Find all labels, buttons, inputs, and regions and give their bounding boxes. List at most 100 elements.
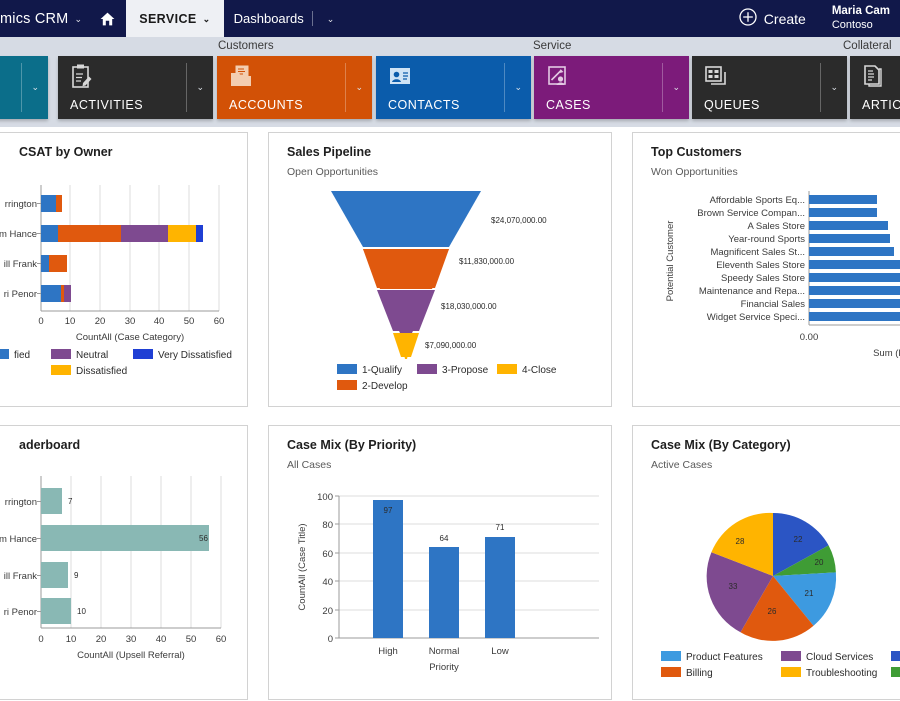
legend-pipeline-2: 4-Close xyxy=(522,365,557,376)
card-top-customers[interactable]: Top Customers Won Opportunities Affordab… xyxy=(632,132,900,407)
card-subtitle-priority: All Cases xyxy=(287,459,332,471)
axis-tick-priority-y-3: 60 xyxy=(322,549,333,560)
user-account[interactable]: Maria Cam Contoso xyxy=(820,0,900,37)
funnel-stage-0[interactable] xyxy=(331,191,481,247)
chevron-down-icon[interactable]: ⌄ xyxy=(830,82,838,92)
tile-divider xyxy=(345,63,346,112)
bar-priority-low[interactable] xyxy=(485,537,515,638)
bar-topcust-7[interactable] xyxy=(809,286,900,295)
tile-activities[interactable]: ⌄ ACTIVITIES xyxy=(58,56,213,119)
axis-tick-csat-x-1: 10 xyxy=(65,316,76,327)
datalabel-category-3: 26 xyxy=(768,607,777,616)
funnel-value-0: $24,070,000.00 xyxy=(491,216,547,225)
pie-slice-hardware[interactable] xyxy=(773,545,836,576)
bar-topcust-2[interactable] xyxy=(809,221,888,230)
breadcrumb-label: Dashboards xyxy=(233,11,304,26)
pie-slice-billing[interactable] xyxy=(740,576,814,641)
brand-dynamics-crm[interactable]: mics CRM ⌄ xyxy=(0,0,88,37)
legend-csat-3: Dissatisfied xyxy=(76,366,127,377)
axis-tick-leader-x-1: 10 xyxy=(66,634,77,645)
module-selector-service[interactable]: SERVICE ⌄ xyxy=(126,0,224,37)
document-pages-icon xyxy=(862,64,886,95)
axis-label-leader-0: rrington xyxy=(5,497,37,508)
contact-card-icon xyxy=(388,64,412,95)
tile-divider xyxy=(662,63,663,112)
axis-label-csat-cat-1: m Hance xyxy=(0,229,37,240)
bar-topcust-3[interactable] xyxy=(809,234,890,243)
datalabel-category-2: 21 xyxy=(805,589,814,598)
bar-leader-1[interactable] xyxy=(41,525,209,551)
chevron-down-icon[interactable]: ⌄ xyxy=(672,82,680,92)
axis-tick-csat-x-5: 50 xyxy=(184,316,195,327)
chevron-down-icon[interactable]: ⌄ xyxy=(196,82,204,92)
bar-leader-3[interactable] xyxy=(41,598,71,624)
card-case-mix-category[interactable]: Case Mix (By Category) Active Cases 22 2… xyxy=(632,425,900,700)
pie-slice-troubleshooting[interactable] xyxy=(711,512,773,576)
axis-title-csat-x: CountAll (Case Category) xyxy=(76,332,184,343)
home-icon xyxy=(100,12,115,26)
axis-label-topcust-7: Maintenance and Repa... xyxy=(699,286,805,297)
home-button[interactable] xyxy=(88,0,126,37)
bar-priority-high[interactable] xyxy=(373,500,403,638)
chevron-down-icon[interactable]: ⌄ xyxy=(514,82,522,92)
legend-pipeline-0: 1-Qualify xyxy=(362,365,402,376)
chevron-down-icon[interactable]: ⌄ xyxy=(355,82,363,92)
tile-contacts[interactable]: ⌄ CONTACTS xyxy=(376,56,531,119)
pie-slice-cloud-services[interactable] xyxy=(706,552,773,633)
axis-label-topcust-0: Affordable Sports Eq... xyxy=(710,195,805,206)
card-subtitle-topcust: Won Opportunities xyxy=(651,166,738,178)
bar-topcust-6[interactable] xyxy=(809,273,900,282)
axis-label-topcust-5: Eleventh Sales Store xyxy=(716,260,805,271)
pie-slice-licensing[interactable] xyxy=(773,512,829,576)
card-title-category: Case Mix (By Category) xyxy=(651,438,791,452)
bar-leader-0[interactable] xyxy=(41,488,62,514)
legend-csat-1: Neutral xyxy=(76,350,108,361)
bar-topcust-5[interactable] xyxy=(809,260,900,269)
card-leaderboard[interactable]: aderboard 7 56 9 10 rrington m Hance ill… xyxy=(0,425,248,700)
user-name: Maria Cam xyxy=(831,5,890,18)
create-button[interactable]: Create xyxy=(725,0,820,37)
axis-label-leader-2: ill Frank xyxy=(4,571,38,582)
legend-pipeline-3: 2-Develop xyxy=(362,381,408,392)
tile-articles[interactable]: ARTICLES xyxy=(850,56,900,119)
tile-cases[interactable]: ⌄ CASES xyxy=(534,56,689,119)
tile-queues[interactable]: ⌄ QUEUES xyxy=(692,56,847,119)
pie-slice-product-features[interactable] xyxy=(773,572,837,626)
axis-title-priority-x: Priority xyxy=(429,662,459,673)
tile-divider xyxy=(21,63,22,112)
legend-category-3: Billing xyxy=(686,668,713,679)
datalabel-category-5: 28 xyxy=(736,537,745,546)
tile-partial-left[interactable]: ⌄ xyxy=(0,56,48,119)
axis-tick-priority-x-1: Normal xyxy=(429,646,460,657)
card-sales-pipeline[interactable]: Sales Pipeline Open Opportunities $24,07… xyxy=(268,132,612,407)
chevron-down-icon[interactable]: ⌄ xyxy=(31,82,39,92)
axis-label-topcust-3: Year-round Sports xyxy=(728,234,805,245)
card-case-mix-priority[interactable]: Case Mix (By Priority) All Cases 97 64 7… xyxy=(268,425,612,700)
bar-topcust-4[interactable] xyxy=(809,247,894,256)
chevron-down-icon[interactable]: ⌄ xyxy=(202,14,211,24)
card-csat-by-owner[interactable]: CSAT by Owner xyxy=(0,132,248,407)
bar-topcust-8[interactable] xyxy=(809,299,900,308)
bar-topcust-0[interactable] xyxy=(809,195,877,204)
tile-group-labels: Customers Service Collateral xyxy=(0,37,900,57)
breadcrumb[interactable]: Dashboards ⌄ xyxy=(224,0,345,37)
axis-tick-leader-x-6: 60 xyxy=(216,634,227,645)
chevron-down-icon[interactable]: ⌄ xyxy=(326,14,335,24)
tile-label-contacts: CONTACTS xyxy=(388,98,460,112)
tile-accounts[interactable]: ⌄ ACCOUNTS xyxy=(217,56,372,119)
datalabel-priority-1: 64 xyxy=(440,534,449,543)
bar-priority-normal[interactable] xyxy=(429,547,459,638)
funnel-value-1: $11,830,000.00 xyxy=(459,257,515,266)
chart-case-mix-category: 22 20 21 26 33 28 Product Features Cloud… xyxy=(661,512,900,679)
bar-leader-2[interactable] xyxy=(41,562,68,588)
axis-tick-leader-x-0: 0 xyxy=(38,634,43,645)
axis-title-topcust-y: Potential Customer xyxy=(665,221,676,302)
chevron-down-icon[interactable]: ⌄ xyxy=(74,14,83,24)
axis-tick-leader-x-3: 30 xyxy=(126,634,137,645)
axis-tick-priority-y-1: 20 xyxy=(322,606,333,617)
folder-doc-icon xyxy=(229,64,253,95)
legend-csat-2: Very Dissatisfied xyxy=(158,350,232,361)
bar-topcust-9[interactable] xyxy=(809,312,900,321)
bar-topcust-1[interactable] xyxy=(809,208,877,217)
legend-csat-0: fied xyxy=(14,350,30,361)
